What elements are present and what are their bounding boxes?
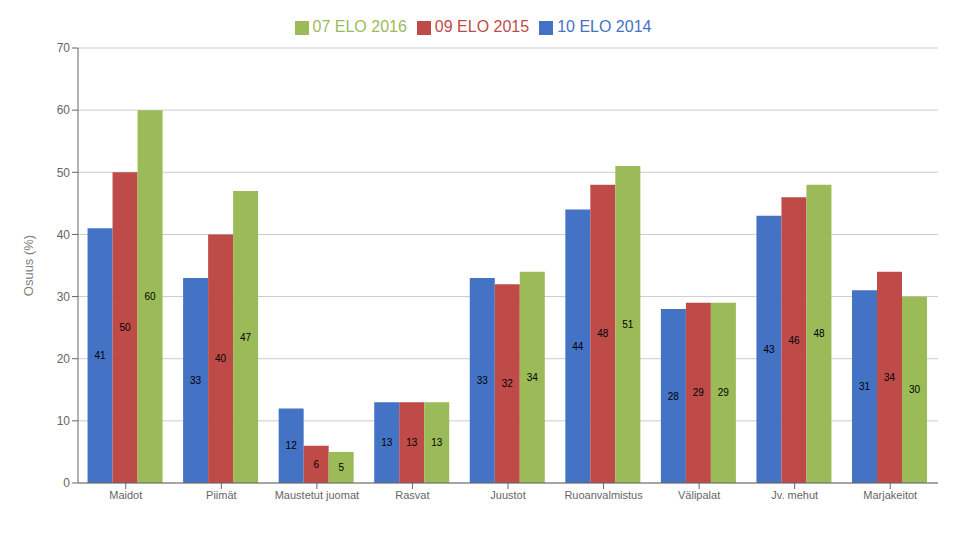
svg-text:12: 12 bbox=[286, 440, 298, 451]
svg-text:41: 41 bbox=[94, 350, 106, 361]
svg-text:60: 60 bbox=[57, 103, 71, 117]
svg-text:Ruoanvalmistus: Ruoanvalmistus bbox=[564, 489, 643, 501]
svg-text:48: 48 bbox=[813, 328, 825, 339]
svg-text:30: 30 bbox=[909, 384, 921, 395]
svg-text:29: 29 bbox=[693, 387, 705, 398]
svg-text:Piimät: Piimät bbox=[206, 489, 237, 501]
svg-text:48: 48 bbox=[597, 328, 609, 339]
svg-text:Maustetut juomat: Maustetut juomat bbox=[275, 489, 359, 501]
svg-text:30: 30 bbox=[57, 290, 71, 304]
svg-text:Rasvat: Rasvat bbox=[395, 489, 429, 501]
svg-text:44: 44 bbox=[572, 341, 584, 352]
svg-text:50: 50 bbox=[57, 166, 71, 180]
svg-text:43: 43 bbox=[763, 344, 775, 355]
svg-text:50: 50 bbox=[119, 322, 131, 333]
svg-text:31: 31 bbox=[859, 381, 871, 392]
svg-text:60: 60 bbox=[144, 291, 156, 302]
svg-text:34: 34 bbox=[527, 372, 539, 383]
svg-text:47: 47 bbox=[240, 332, 252, 343]
svg-text:Marjakeitot: Marjakeitot bbox=[863, 489, 917, 501]
svg-text:Jv. mehut: Jv. mehut bbox=[771, 489, 818, 501]
svg-text:Juustot: Juustot bbox=[490, 489, 525, 501]
svg-text:28: 28 bbox=[668, 391, 680, 402]
svg-text:Välipalat: Välipalat bbox=[678, 489, 720, 501]
svg-text:13: 13 bbox=[431, 437, 443, 448]
svg-text:33: 33 bbox=[190, 375, 202, 386]
svg-text:13: 13 bbox=[406, 437, 418, 448]
svg-text:13: 13 bbox=[381, 437, 393, 448]
svg-text:32: 32 bbox=[502, 378, 514, 389]
svg-text:20: 20 bbox=[57, 352, 71, 366]
svg-text:29: 29 bbox=[718, 387, 730, 398]
svg-text:34: 34 bbox=[884, 372, 896, 383]
svg-text:0: 0 bbox=[63, 476, 70, 490]
svg-text:51: 51 bbox=[622, 319, 634, 330]
svg-text:40: 40 bbox=[57, 228, 71, 242]
svg-text:Maidot: Maidot bbox=[109, 489, 142, 501]
svg-text:40: 40 bbox=[215, 353, 227, 364]
svg-text:Osuus (%): Osuus (%) bbox=[21, 235, 36, 296]
svg-text:6: 6 bbox=[313, 459, 319, 470]
svg-text:33: 33 bbox=[477, 375, 489, 386]
svg-text:5: 5 bbox=[338, 462, 344, 473]
html-text:07 ELO 2016: 07 ELO 2016 bbox=[312, 18, 407, 35]
svg-text:70: 70 bbox=[57, 41, 71, 55]
svg-text:10: 10 bbox=[57, 414, 71, 428]
svg-text:46: 46 bbox=[788, 335, 800, 346]
html-text:09 ELO 2015: 09 ELO 2015 bbox=[434, 18, 530, 35]
html-text:10 ELO 2014: 10 ELO 2014 bbox=[557, 18, 652, 35]
